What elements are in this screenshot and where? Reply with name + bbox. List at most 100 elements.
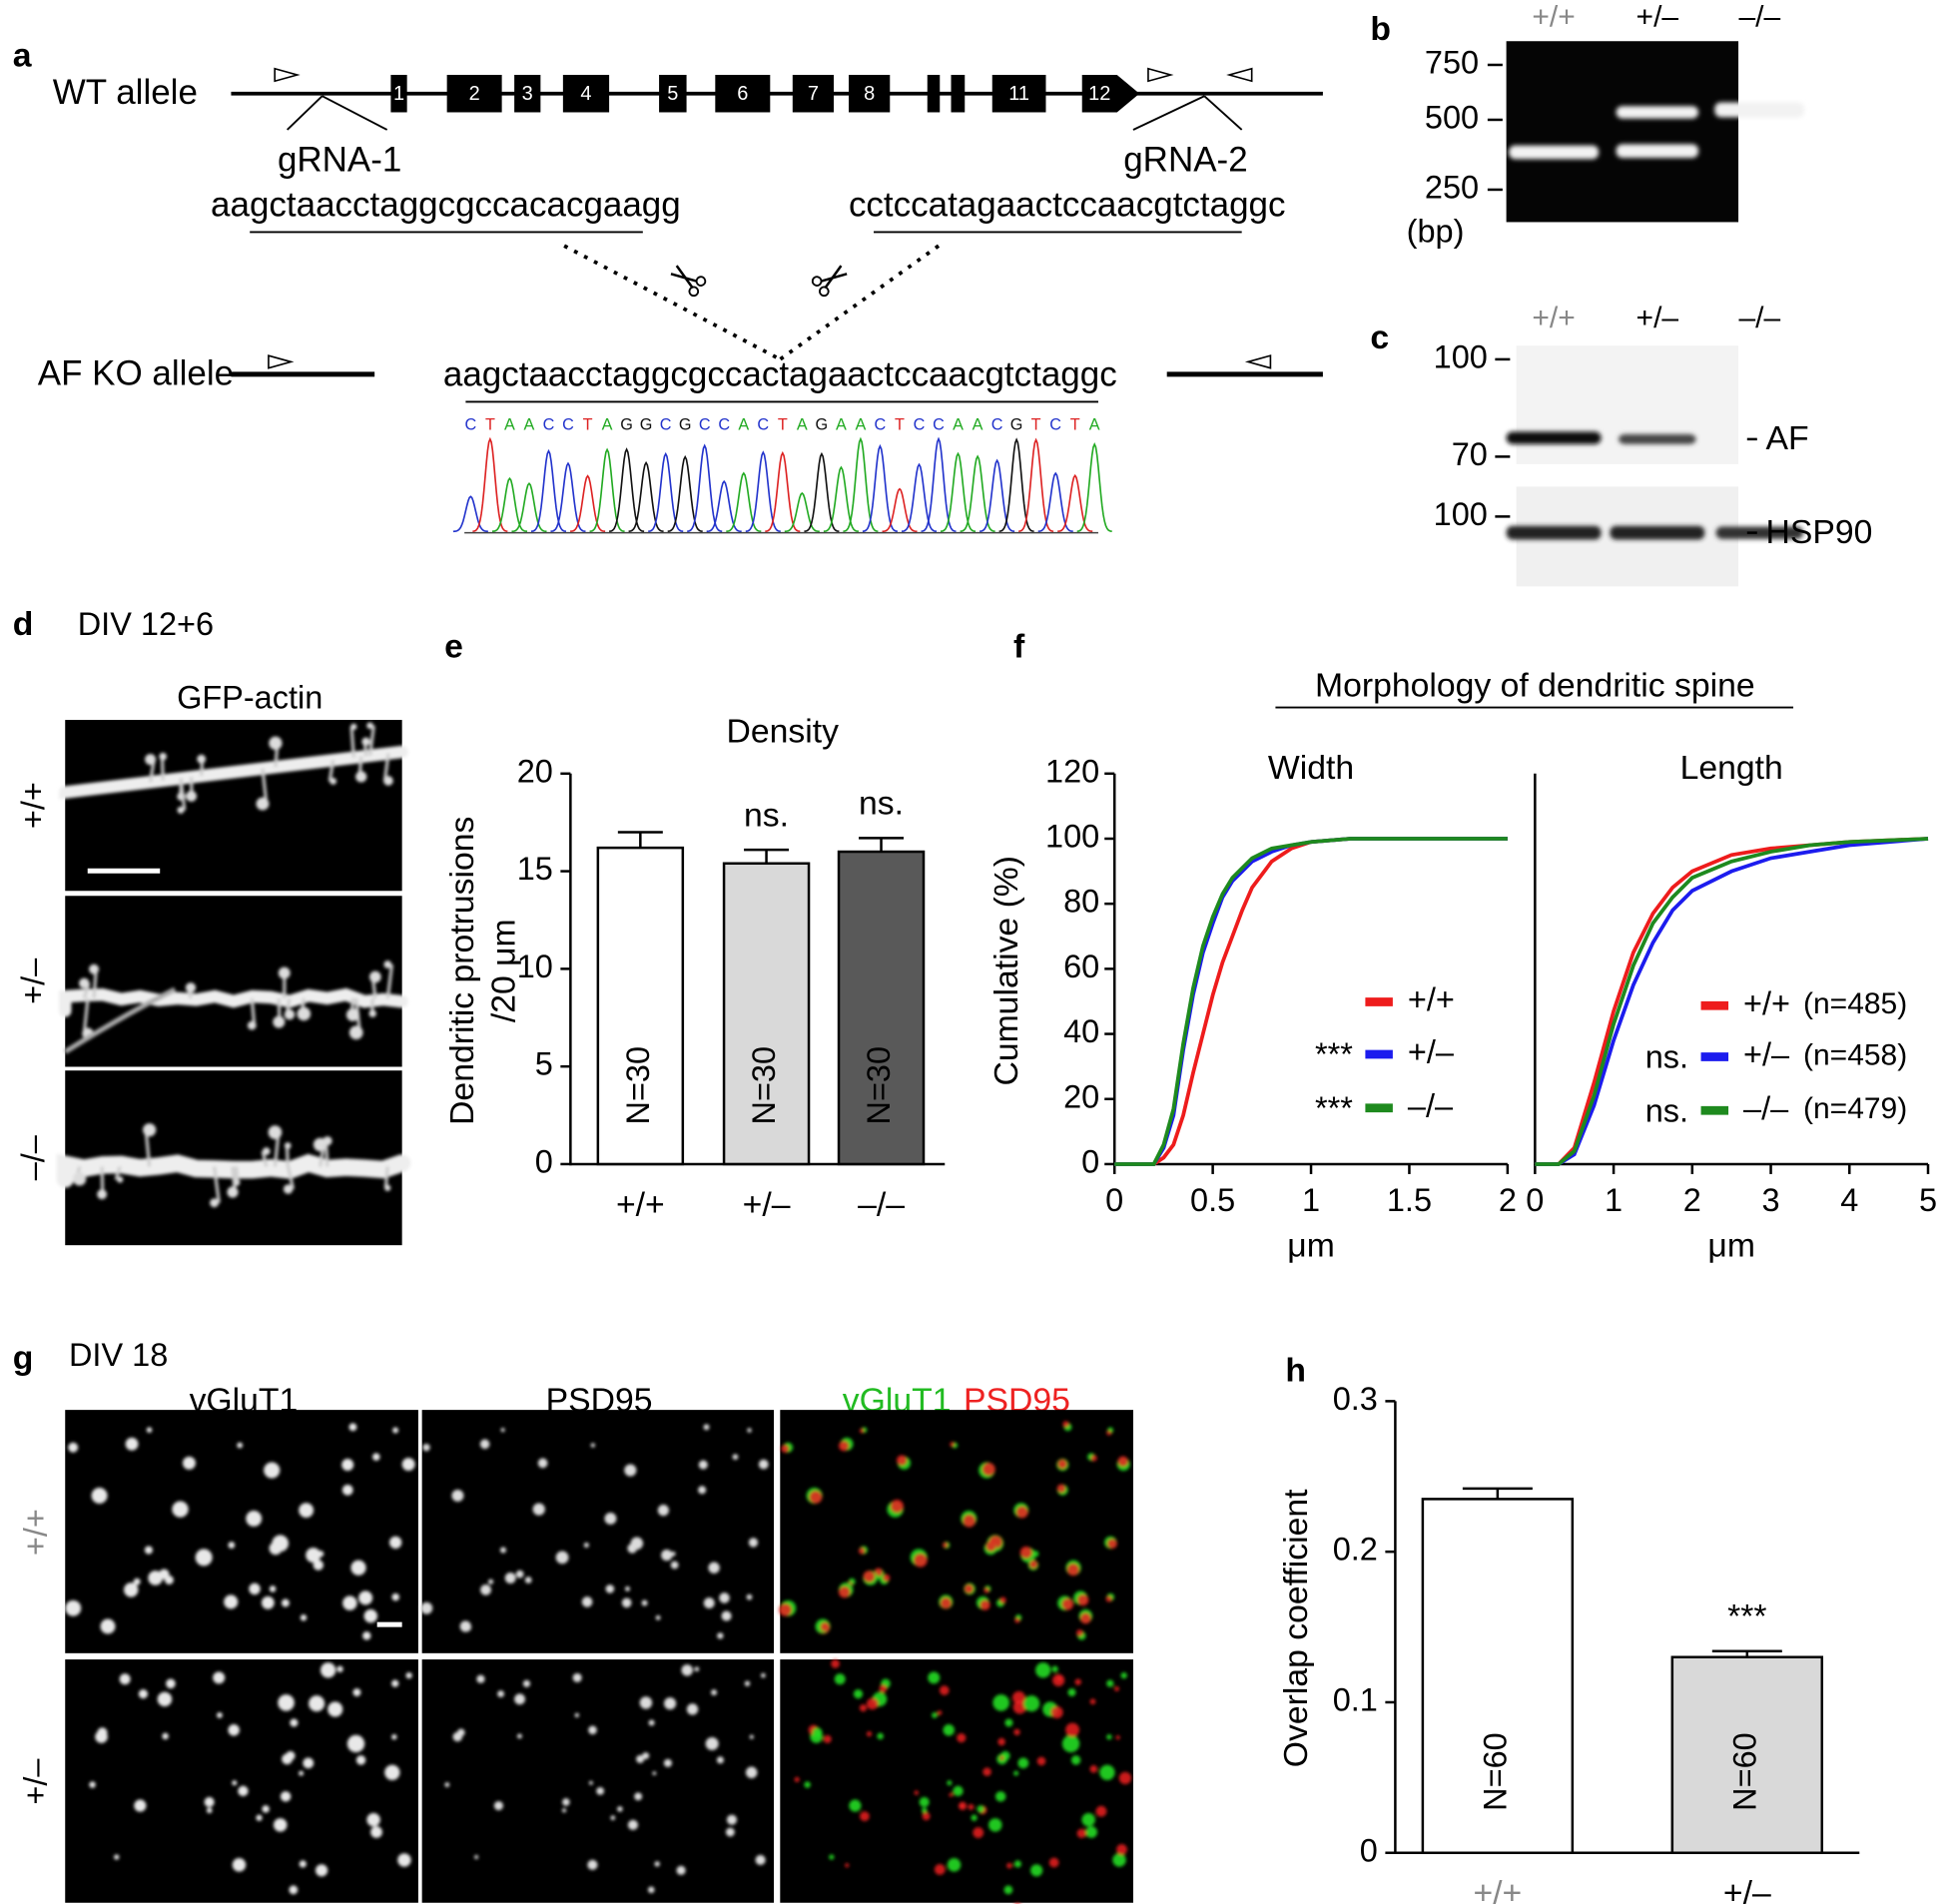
punctum <box>366 1812 380 1827</box>
chromatogram-peak <box>472 436 508 533</box>
y-tick-label: 20 <box>1063 1078 1099 1114</box>
punctum <box>420 1601 433 1614</box>
chromatogram-peak <box>589 447 625 533</box>
punctum <box>249 1583 261 1595</box>
punctum <box>641 1599 648 1606</box>
punctum <box>487 1579 494 1585</box>
chromatogram-peak <box>609 447 645 533</box>
chromatogram-peak <box>940 451 977 533</box>
punctum <box>119 1673 131 1685</box>
y-tick-label: 0 <box>1360 1832 1378 1868</box>
punctum <box>1067 1688 1076 1697</box>
punctum <box>327 1701 343 1717</box>
punctum <box>747 1428 752 1433</box>
punctum <box>232 1780 238 1786</box>
spine <box>160 756 165 781</box>
chromatogram-base: G <box>816 415 829 433</box>
punctum <box>164 1575 174 1586</box>
lane-label: +/+ <box>1532 1 1575 34</box>
scissors-handle <box>688 286 700 298</box>
punctum <box>228 1542 236 1549</box>
punctum <box>336 1665 343 1672</box>
punctum <box>732 1454 739 1461</box>
dendrite <box>58 722 408 814</box>
stain-label: GFP-actin <box>177 680 323 716</box>
punctum <box>652 1771 657 1775</box>
punctum <box>102 1621 114 1633</box>
punctum <box>391 1679 399 1687</box>
punctum <box>721 1610 732 1621</box>
punctum <box>717 1632 724 1639</box>
scissors-handle <box>819 286 830 298</box>
micrograph <box>421 1659 775 1903</box>
punctum <box>919 1796 930 1807</box>
punctum <box>711 1689 718 1696</box>
chromatogram-peak <box>901 462 938 533</box>
chromatogram-peak <box>823 465 859 533</box>
significance-label: ns. <box>859 785 904 823</box>
chart-supertitle: Morphology of dendritic spine <box>1315 666 1755 704</box>
punctum <box>940 1597 952 1609</box>
chromatogram-base: C <box>1049 415 1061 433</box>
punctum <box>68 1442 79 1453</box>
spine-head <box>177 806 185 814</box>
dendrite-shaft <box>56 1153 411 1188</box>
x-tick-label: 4 <box>1840 1182 1858 1218</box>
spine-head <box>369 970 381 983</box>
ko-sequence: aagctaacctaggcgccactagaactccaacgtctaggc <box>443 355 1117 394</box>
punctum <box>670 1561 679 1570</box>
y-tick-label: 0.2 <box>1333 1532 1378 1568</box>
chromatogram-base: T <box>1070 415 1080 433</box>
chromatogram-base: A <box>836 415 847 433</box>
punctum <box>634 1792 643 1801</box>
exon <box>514 74 541 113</box>
chromatogram-base: A <box>1089 415 1100 433</box>
chromatogram-base: A <box>524 415 535 433</box>
y-tick-label: 15 <box>517 851 553 887</box>
punctum <box>1014 1617 1020 1623</box>
punctum <box>943 1724 955 1736</box>
puncta <box>444 1664 766 1894</box>
spine <box>213 1166 221 1203</box>
y-tick-label: 80 <box>1063 884 1099 920</box>
panel-label: b <box>1370 10 1391 48</box>
punctum <box>280 1791 292 1802</box>
punctum <box>686 1703 699 1715</box>
punctum <box>957 1732 967 1743</box>
chromatogram-base: C <box>562 415 574 433</box>
punctum <box>1013 1770 1019 1776</box>
chromatogram-peak <box>491 476 528 533</box>
punctum <box>642 1752 650 1760</box>
panel-label: f <box>1013 628 1025 666</box>
spine-head <box>197 754 207 764</box>
legend-n-label: (n=485) <box>1803 987 1907 1020</box>
punctum <box>232 1858 247 1872</box>
puncta <box>65 1423 415 1640</box>
punctum <box>890 1500 904 1514</box>
dendrite <box>56 1123 411 1208</box>
punctum <box>1056 1675 1062 1681</box>
punctum <box>896 1455 908 1466</box>
panel-label: h <box>1285 1352 1306 1390</box>
punctum <box>968 1803 975 1810</box>
panel-label: a <box>13 36 32 74</box>
micrograph <box>421 1410 775 1653</box>
y-axis-label: Cumulative (%) <box>987 856 1025 1086</box>
punctum <box>261 1595 275 1609</box>
y-tick-label: 0.1 <box>1333 1682 1378 1718</box>
punctum <box>1056 1484 1066 1494</box>
punctum <box>264 1462 281 1479</box>
error-bar <box>1711 1649 1782 1657</box>
error-bar <box>1462 1487 1533 1500</box>
punctum <box>133 1578 141 1586</box>
punctum <box>1106 1734 1112 1740</box>
x-tick-label: +/+ <box>616 1185 665 1223</box>
x-tick-label: 0.5 <box>1190 1182 1235 1218</box>
spine <box>144 1129 152 1167</box>
spine <box>287 1166 296 1190</box>
punctum <box>348 1423 357 1432</box>
chromatogram-base: G <box>1010 415 1023 433</box>
punctum <box>401 1458 415 1472</box>
chromatogram-base: A <box>973 415 983 433</box>
dendrite-branch <box>63 986 177 1054</box>
